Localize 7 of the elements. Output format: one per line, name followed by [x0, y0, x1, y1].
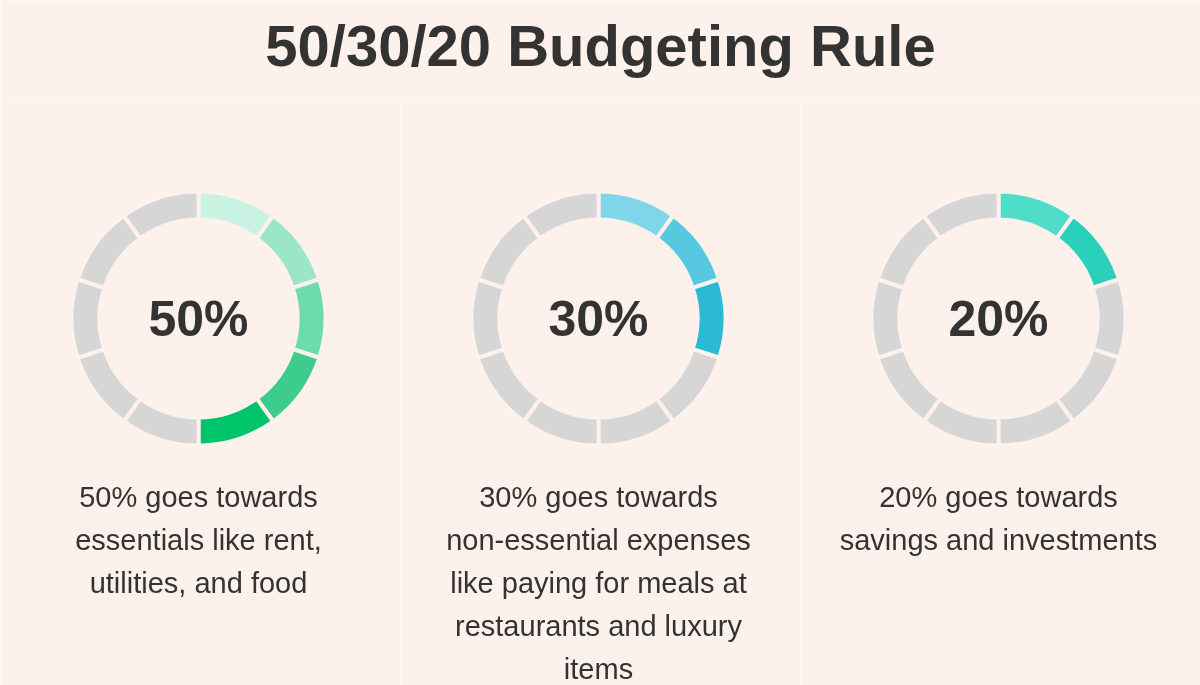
text: 30% goes towards non-essential expenses like paying for meals at restaurants and luxury items — [446, 480, 751, 685]
text: 20% — [948, 290, 1049, 347]
text: 50% — [148, 290, 249, 347]
text: 50/30/20 Budgeting Rule — [265, 13, 936, 78]
text: 30% — [548, 290, 649, 347]
text: 20% goes towards savings and investments — [839, 480, 1158, 556]
text: 50% goes towards essentials like rent, utilities, and food — [75, 480, 322, 599]
